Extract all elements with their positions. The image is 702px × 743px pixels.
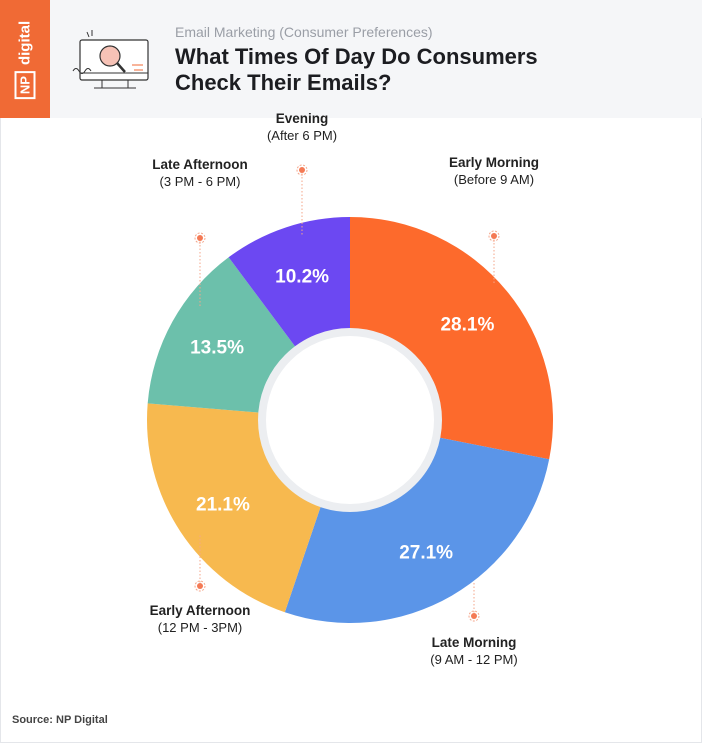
category-range: (9 AM - 12 PM): [430, 652, 518, 667]
subtitle: Email Marketing (Consumer Preferences): [175, 24, 433, 40]
monitor-search-icon: [72, 30, 149, 89]
source-note: Source: NP Digital: [12, 714, 108, 726]
marker-dot: [471, 613, 477, 619]
marker-dot: [197, 235, 203, 241]
marker-ring: [194, 580, 206, 592]
category-range: (Before 9 AM): [453, 172, 535, 187]
donut-hole: [258, 328, 442, 512]
category-label: Evening (After 6 PM): [267, 110, 337, 144]
category-range: (12 PM - 3PM): [157, 620, 243, 635]
category-label: Early Morning (Before 9 AM): [449, 154, 539, 188]
category-range: (After 6 PM): [266, 128, 338, 143]
donut-chart: 28.1% 27.1% 21.1% 13.5% 10.2%: [146, 164, 553, 623]
slice-early-afternoon: [146, 403, 322, 613]
category-label: Early Afternoon (12 PM - 3PM): [150, 602, 251, 636]
category-name: Late Afternoon: [152, 157, 248, 172]
data-label: 21.1%: [196, 494, 250, 515]
category-name: Early Morning: [448, 155, 540, 170]
category-label: Late Afternoon (3 PM - 6 PM): [152, 156, 248, 190]
marker-ring: [468, 610, 480, 622]
data-label: 28.1%: [440, 314, 494, 335]
category-name: Evening: [275, 111, 329, 126]
slice-late-morning: [284, 437, 550, 623]
marker-ring: [488, 230, 500, 242]
page-title: What Times Of Day Do Consumers Check The…: [175, 44, 538, 95]
category-label: Late Morning (9 AM - 12 PM): [430, 634, 517, 668]
marker-dot: [197, 583, 203, 589]
category-name: Early Afternoon: [149, 603, 251, 618]
header: NP digital Email Marketing (Consumer Pref…: [0, 0, 702, 118]
category-name: Late Morning: [431, 635, 517, 650]
data-label: 13.5%: [190, 337, 244, 358]
category-range: (3 PM - 6 PM): [159, 174, 241, 189]
marker-dot: [491, 233, 497, 239]
slice-evening: [228, 217, 350, 350]
marker-ring: [296, 164, 308, 176]
data-label: 27.1%: [399, 543, 453, 564]
slice-late-afternoon: [147, 257, 298, 413]
slice-early-morning: [350, 217, 553, 460]
np-digital-logo: NP digital: [0, 0, 50, 118]
data-label: 10.2%: [275, 267, 329, 288]
marker-ring: [194, 232, 206, 244]
marker-dot: [299, 167, 305, 173]
